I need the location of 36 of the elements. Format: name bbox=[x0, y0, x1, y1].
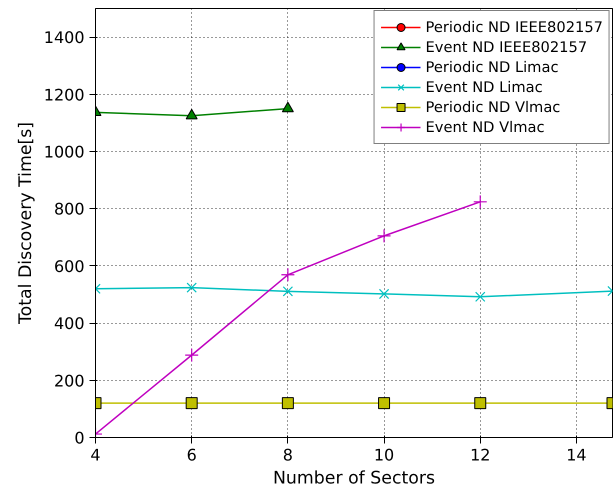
point bbox=[473, 194, 488, 209]
y-tick-label: 1200 bbox=[44, 85, 84, 104]
point bbox=[186, 108, 198, 120]
legend-label: Periodic ND Limac bbox=[426, 58, 558, 76]
x-axis-title: Number of Sectors bbox=[272, 468, 436, 488]
legend-label: Event ND Limac bbox=[426, 78, 543, 96]
legend-label: Periodic ND IEEE802157 bbox=[426, 18, 603, 36]
legend-label: Event ND Vlmac bbox=[426, 118, 545, 136]
y-tick-label: 800 bbox=[54, 200, 85, 219]
x-tick-label: 14 bbox=[566, 446, 587, 464]
point bbox=[282, 286, 294, 297]
point bbox=[282, 102, 294, 112]
point bbox=[282, 397, 294, 410]
point bbox=[186, 397, 198, 410]
point bbox=[474, 397, 486, 410]
y-tick-label: 1400 bbox=[44, 28, 84, 48]
legend-label: Event ND IEEE802157 bbox=[426, 38, 588, 56]
y-tick-label: 400 bbox=[54, 314, 85, 334]
point bbox=[280, 268, 295, 282]
y-tick-label: 200 bbox=[54, 371, 85, 390]
point bbox=[378, 397, 390, 410]
y-tick-label: 1000 bbox=[44, 142, 84, 162]
y-axis-title: Total Discovery Time[s] bbox=[16, 122, 36, 326]
point bbox=[376, 228, 392, 243]
point bbox=[475, 292, 486, 302]
point bbox=[186, 282, 197, 293]
y-tick-label: 0 bbox=[74, 428, 85, 448]
x-tick-label: 6 bbox=[186, 446, 197, 464]
point bbox=[378, 288, 390, 300]
x-tick-label: 12 bbox=[470, 446, 490, 464]
y-tick-label: 600 bbox=[54, 256, 85, 276]
x-tick-label: 10 bbox=[374, 446, 394, 464]
point bbox=[184, 348, 199, 362]
x-tick-label: 4 bbox=[90, 446, 101, 464]
legend-label: Periodic ND Vlmac bbox=[426, 98, 560, 116]
x-tick-label: 8 bbox=[282, 446, 293, 464]
